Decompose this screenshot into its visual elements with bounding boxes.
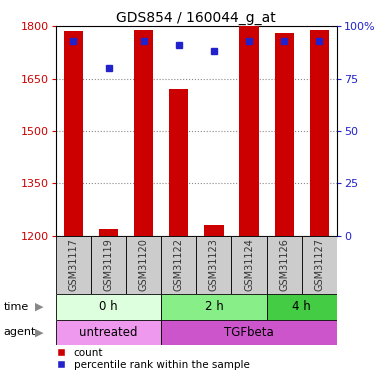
- Bar: [266, 294, 337, 320]
- Legend: count, percentile rank within the sample: count, percentile rank within the sample: [57, 348, 250, 370]
- Bar: [99, 229, 118, 236]
- Bar: [275, 33, 294, 236]
- Bar: [266, 236, 302, 294]
- Text: TGFbeta: TGFbeta: [224, 326, 274, 339]
- Text: GSM31123: GSM31123: [209, 238, 219, 291]
- Bar: [161, 236, 196, 294]
- Bar: [239, 26, 259, 236]
- Text: untreated: untreated: [79, 326, 138, 339]
- Text: 4 h: 4 h: [292, 300, 311, 313]
- Text: GSM31122: GSM31122: [174, 238, 184, 291]
- Bar: [161, 294, 266, 320]
- Bar: [196, 236, 231, 294]
- Bar: [64, 32, 83, 236]
- Text: GSM31124: GSM31124: [244, 238, 254, 291]
- Text: ▶: ▶: [35, 327, 43, 337]
- Bar: [56, 294, 161, 320]
- Bar: [126, 236, 161, 294]
- Text: GSM31119: GSM31119: [104, 238, 114, 291]
- Bar: [231, 236, 266, 294]
- Text: 2 h: 2 h: [204, 300, 223, 313]
- Text: agent: agent: [4, 327, 36, 337]
- Text: 0 h: 0 h: [99, 300, 118, 313]
- Bar: [56, 320, 161, 345]
- Text: time: time: [4, 302, 29, 312]
- Text: ▶: ▶: [35, 302, 43, 312]
- Bar: [56, 236, 91, 294]
- Text: GSM31127: GSM31127: [314, 238, 324, 291]
- Bar: [310, 30, 329, 236]
- Bar: [134, 30, 153, 236]
- Bar: [204, 225, 224, 236]
- Title: GDS854 / 160044_g_at: GDS854 / 160044_g_at: [117, 11, 276, 25]
- Text: GSM31117: GSM31117: [69, 238, 79, 291]
- Bar: [161, 320, 337, 345]
- Bar: [169, 89, 188, 236]
- Text: GSM31126: GSM31126: [279, 238, 289, 291]
- Text: GSM31120: GSM31120: [139, 238, 149, 291]
- Bar: [91, 236, 126, 294]
- Bar: [302, 236, 337, 294]
